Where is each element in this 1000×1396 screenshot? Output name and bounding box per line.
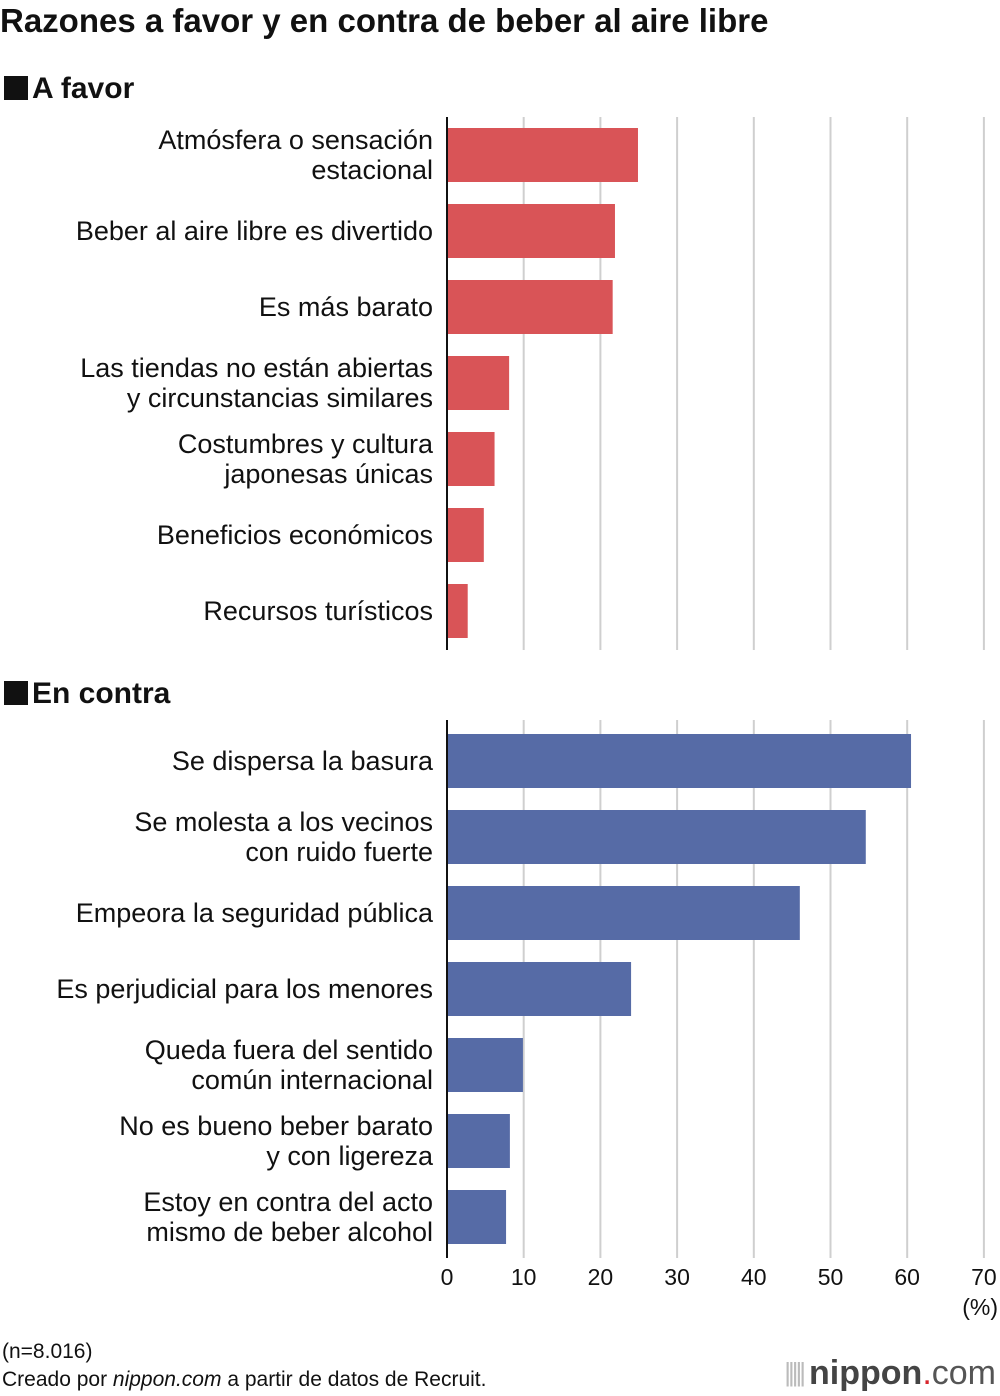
section-label: A favor <box>32 72 135 105</box>
category-label: Las tiendas no están abiertas <box>80 353 433 383</box>
nippon-logo: ||||| nippon.com <box>784 1354 996 1393</box>
chart-title: Razones a favor y en contra de beber al … <box>0 2 769 39</box>
category-label: Empeora la seguridad pública <box>76 898 434 928</box>
section-label: En contra <box>32 677 171 710</box>
bar <box>447 584 468 638</box>
section-heading-contra: En contra <box>4 677 170 711</box>
x-tick-label: 0 <box>441 1264 454 1290</box>
x-tick-label: 10 <box>511 1264 537 1290</box>
category-label: y con ligereza <box>266 1141 434 1171</box>
bar <box>447 280 613 334</box>
section-heading-favor: A favor <box>4 72 134 106</box>
x-tick-label: 20 <box>588 1264 614 1290</box>
source-credit: Creado por nippon.com a partir de datos … <box>2 1368 486 1392</box>
credit-site: nippon.com <box>112 1368 222 1391</box>
x-tick-label: 30 <box>664 1264 690 1290</box>
square-bullet-icon <box>4 76 28 100</box>
category-label: Costumbres y cultura <box>178 429 434 459</box>
logo-dot: . <box>922 1354 932 1392</box>
x-tick-label: 50 <box>818 1264 844 1290</box>
bar <box>447 128 638 182</box>
category-label: Es perjudicial para los menores <box>56 974 433 1004</box>
bar <box>447 432 495 486</box>
bar <box>447 1114 510 1168</box>
category-label: Atmósfera o sensación <box>158 125 433 155</box>
category-label: Se molesta a los vecinos <box>134 807 433 837</box>
bar <box>447 508 484 562</box>
category-label: japonesas únicas <box>223 459 433 489</box>
category-label: No es bueno beber barato <box>119 1111 433 1141</box>
x-tick-label: 40 <box>741 1264 767 1290</box>
category-label: Beber al aire libre es divertido <box>76 216 433 246</box>
x-tick-label: 60 <box>894 1264 920 1290</box>
category-label: Se dispersa la basura <box>172 746 434 776</box>
category-label: Recursos turísticos <box>203 596 433 626</box>
x-tick-label: 70 <box>971 1264 997 1290</box>
bar <box>447 962 632 1016</box>
credit-post: a partir de datos de Recruit. <box>221 1368 487 1391</box>
category-label: mismo de beber alcohol <box>146 1217 433 1247</box>
category-label: Queda fuera del sentido <box>145 1035 433 1065</box>
bar <box>447 886 800 940</box>
category-label: estacional <box>311 155 433 185</box>
bar <box>447 1190 507 1244</box>
sound-bars-icon: ||||| <box>784 1357 806 1387</box>
credit-pre: Creado por <box>2 1368 113 1391</box>
bar <box>447 356 510 410</box>
bar <box>447 204 615 258</box>
category-label: con ruido fuerte <box>245 837 433 867</box>
category-label: común internacional <box>191 1065 433 1095</box>
square-bullet-icon <box>4 681 28 705</box>
bar <box>447 734 912 788</box>
category-label: Estoy en contra del acto <box>143 1187 433 1217</box>
logo-tld: com <box>931 1354 996 1392</box>
bar <box>447 810 866 864</box>
bar <box>447 1038 523 1092</box>
category-label: Beneficios económicos <box>157 520 433 550</box>
x-unit-label: (%) <box>962 1294 998 1320</box>
sample-size: (n=8.016) <box>2 1340 93 1363</box>
category-label: Es más barato <box>259 292 433 322</box>
category-label: y circunstancias similares <box>127 383 433 413</box>
logo-main: nippon <box>809 1354 923 1392</box>
